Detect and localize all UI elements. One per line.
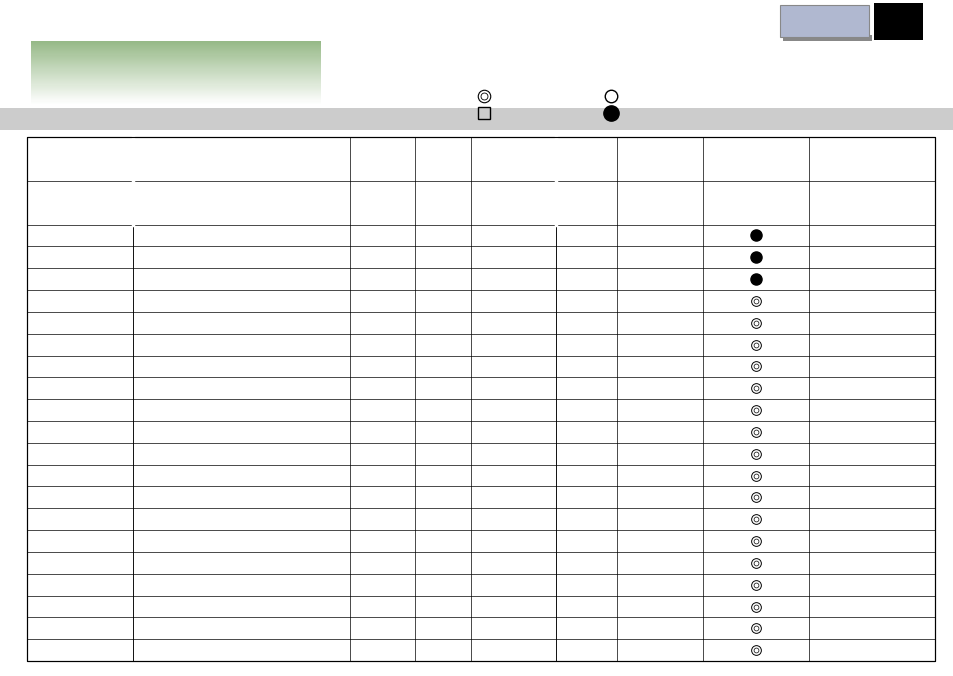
Bar xyxy=(30,70,321,72)
Bar xyxy=(30,95,321,96)
Bar xyxy=(30,65,321,66)
Bar xyxy=(30,75,321,76)
Bar xyxy=(873,3,923,40)
Bar xyxy=(30,89,321,90)
Bar xyxy=(30,53,321,55)
Bar xyxy=(30,41,321,42)
Bar xyxy=(0,108,953,130)
Bar xyxy=(30,87,321,88)
Bar xyxy=(30,99,321,101)
Bar xyxy=(30,72,321,74)
Bar xyxy=(30,42,321,43)
Bar xyxy=(30,46,321,47)
Bar xyxy=(30,82,321,83)
Bar xyxy=(30,43,321,44)
Bar xyxy=(30,88,321,89)
Bar xyxy=(30,83,321,84)
Bar xyxy=(30,74,321,75)
Bar xyxy=(30,79,321,80)
Bar xyxy=(30,48,321,49)
Bar xyxy=(30,68,321,70)
Bar xyxy=(780,5,868,37)
Bar xyxy=(30,81,321,82)
Bar xyxy=(30,49,321,50)
Bar xyxy=(30,62,321,63)
Bar xyxy=(30,76,321,77)
Bar xyxy=(30,61,321,62)
Bar xyxy=(30,93,321,94)
Bar xyxy=(30,90,321,91)
Bar xyxy=(30,66,321,68)
Bar xyxy=(30,98,321,99)
Bar xyxy=(30,60,321,61)
Bar xyxy=(30,96,321,97)
Bar xyxy=(30,92,321,93)
Bar xyxy=(27,137,934,661)
Bar xyxy=(30,78,321,79)
Bar xyxy=(30,80,321,81)
Bar xyxy=(30,45,321,46)
Bar xyxy=(30,72,321,73)
Bar xyxy=(30,57,321,59)
Bar xyxy=(30,101,321,103)
Bar xyxy=(30,91,321,92)
Bar xyxy=(30,59,321,60)
Bar xyxy=(30,103,321,105)
Bar xyxy=(30,44,321,45)
Bar xyxy=(30,63,321,64)
Bar xyxy=(30,84,321,86)
Bar xyxy=(30,64,321,65)
Bar xyxy=(30,86,321,87)
Bar xyxy=(30,94,321,95)
Bar xyxy=(30,55,321,57)
Bar xyxy=(30,52,321,53)
Bar xyxy=(30,97,321,99)
Bar xyxy=(782,35,871,41)
Bar xyxy=(30,51,321,52)
Bar xyxy=(30,50,321,51)
Bar xyxy=(27,137,934,661)
Bar xyxy=(30,47,321,48)
Bar xyxy=(30,77,321,78)
